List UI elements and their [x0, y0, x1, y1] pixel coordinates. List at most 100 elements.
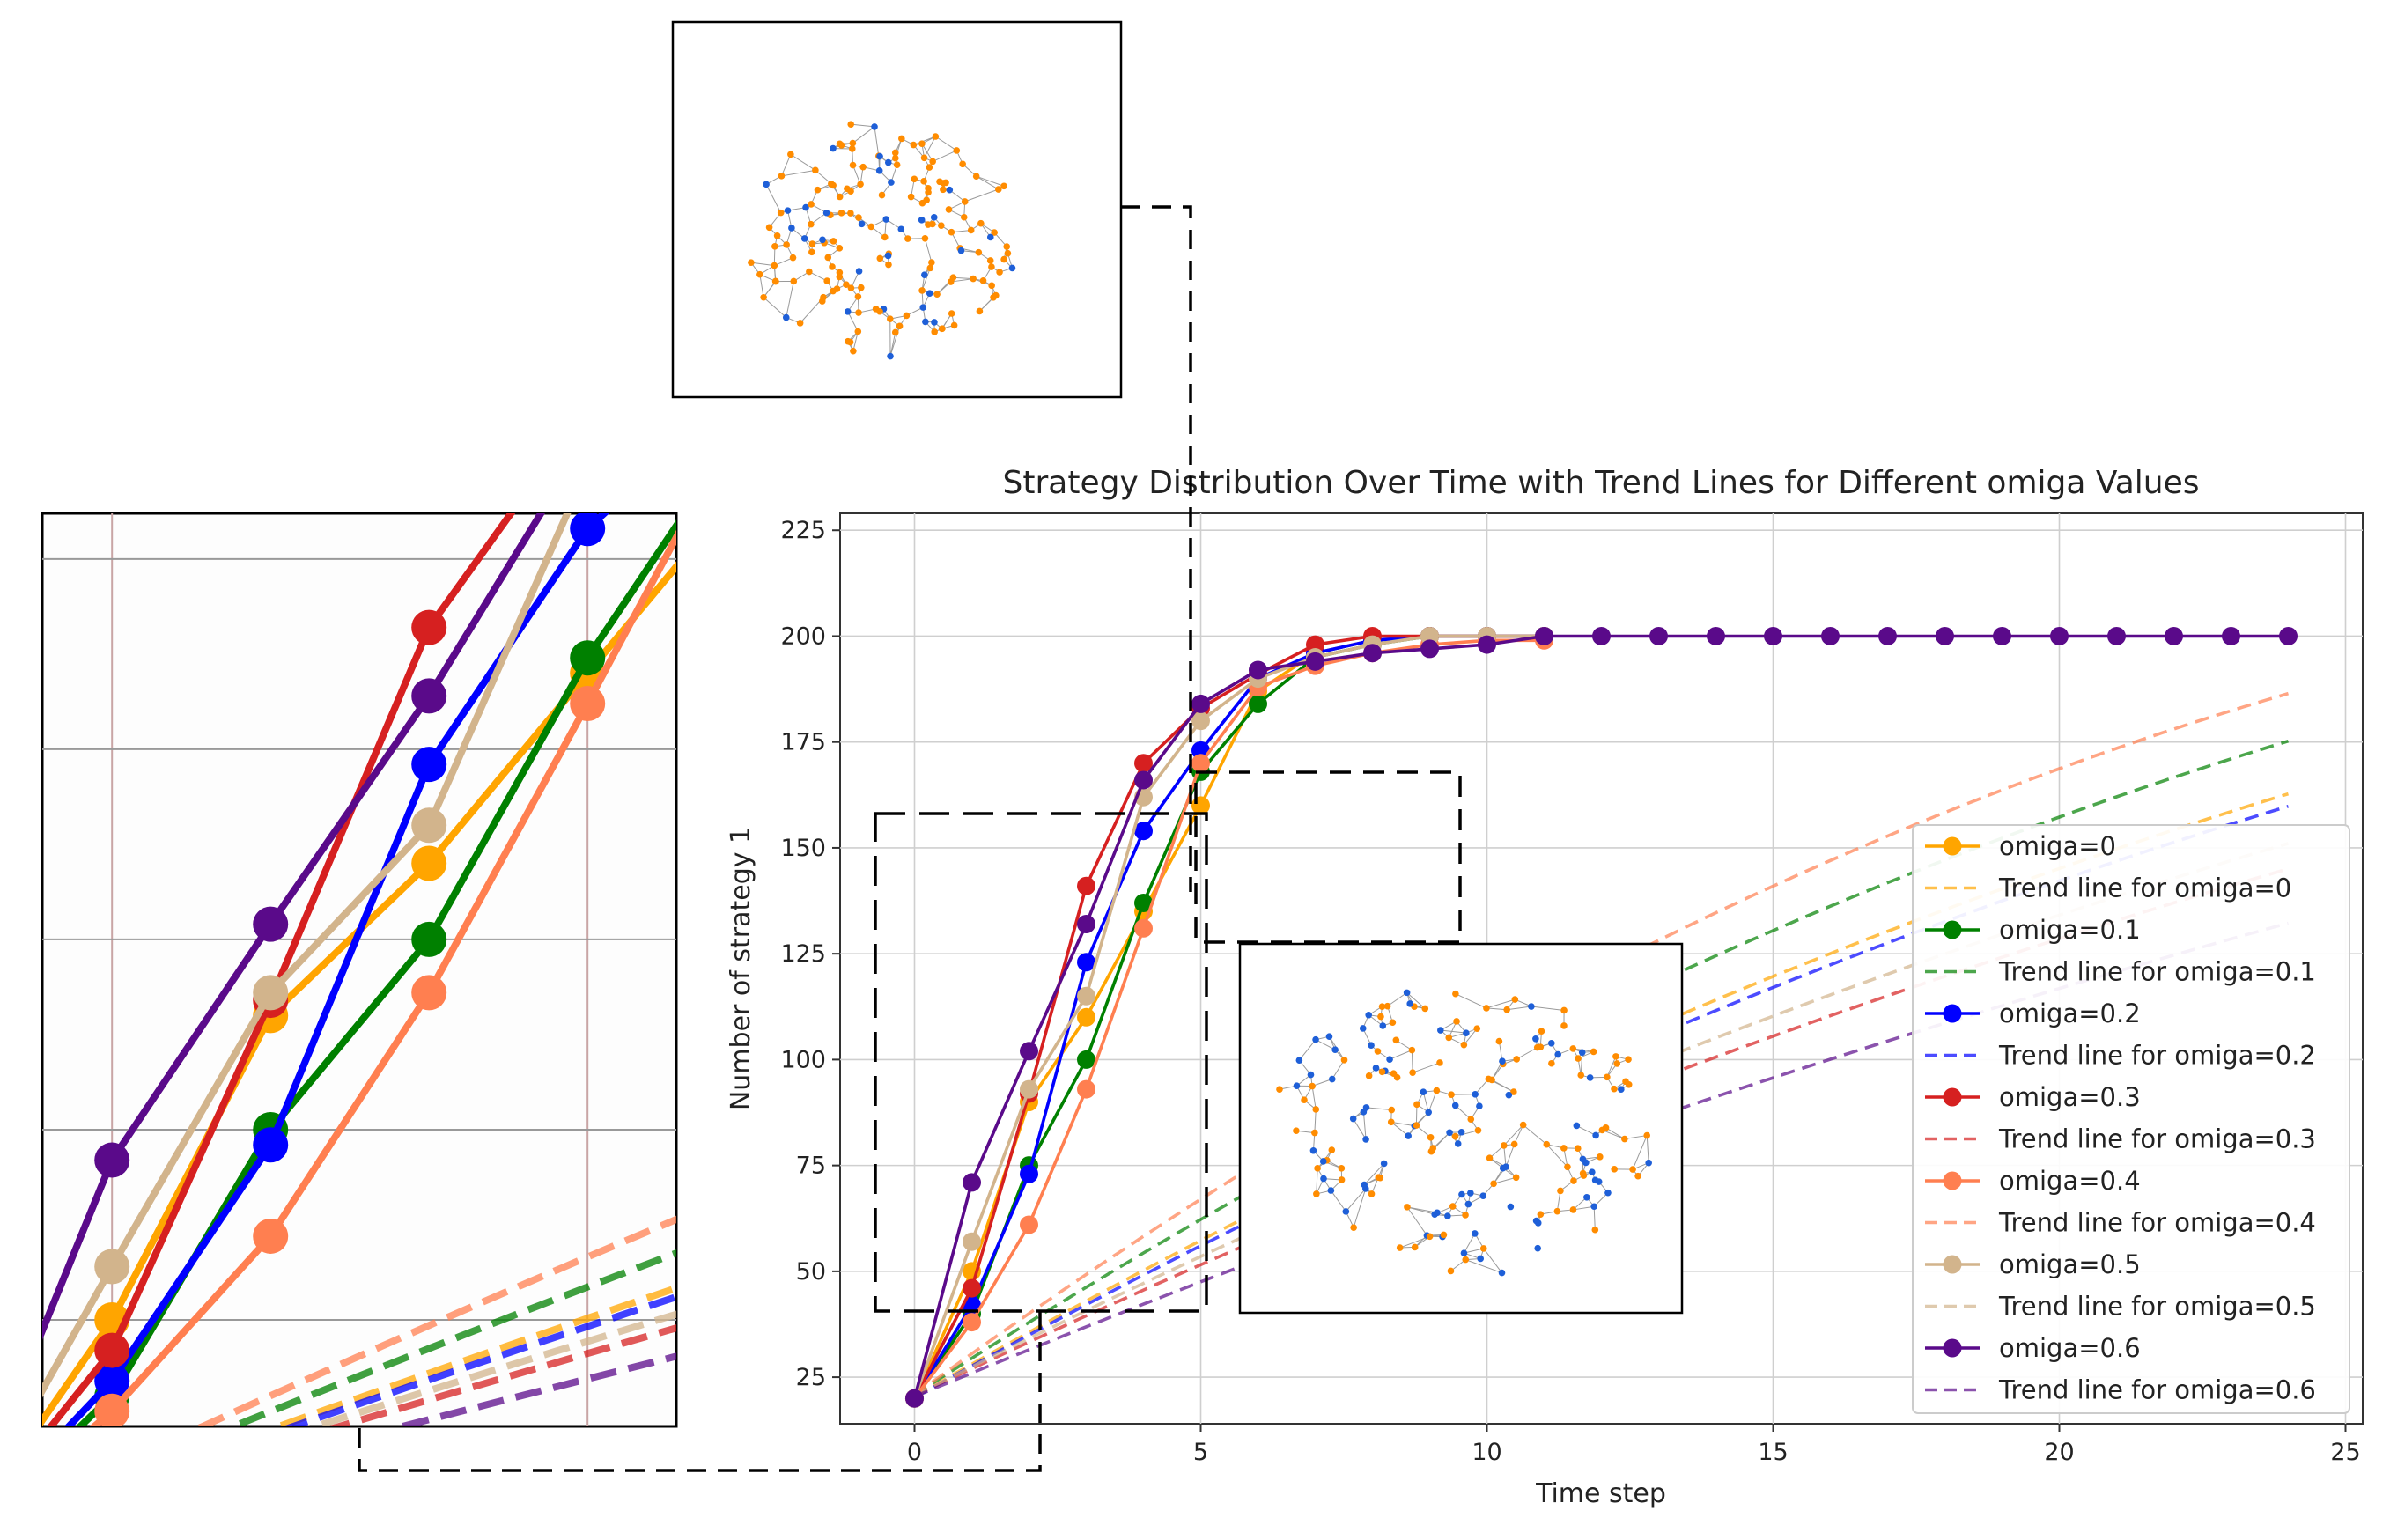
- network-node: [1474, 1126, 1482, 1134]
- network-node: [1554, 1050, 1561, 1058]
- zoom-data-point: [728, 465, 763, 500]
- zoom-data-point: [94, 1249, 130, 1285]
- zoom-data-point: [411, 747, 447, 783]
- network-node: [1560, 1145, 1568, 1152]
- y-tick-label: 150: [780, 835, 826, 862]
- network-node: [836, 245, 844, 252]
- network-node: [1472, 1090, 1479, 1098]
- network-node: [1342, 1208, 1350, 1215]
- network-node: [1406, 1000, 1413, 1007]
- network-edge: [1605, 1127, 1626, 1139]
- network-node: [922, 318, 929, 326]
- data-point: [1134, 822, 1153, 841]
- network-node: [844, 185, 851, 193]
- zoom-data-point: [94, 1363, 130, 1399]
- y-tick-label: 175: [780, 729, 826, 756]
- zoom-series-line: [42, 513, 572, 1398]
- zoom-data-point: [570, 640, 606, 676]
- data-point: [1592, 626, 1611, 645]
- network-edge: [1632, 1135, 1648, 1170]
- network-edge: [1387, 991, 1407, 1007]
- network-node: [1590, 1048, 1597, 1056]
- network-edge: [1507, 1006, 1531, 1011]
- network-node: [891, 149, 899, 157]
- legend-marker: [1943, 1171, 1962, 1190]
- network-node: [1498, 1269, 1506, 1277]
- network-node: [1513, 1056, 1521, 1063]
- network-node: [1537, 1043, 1545, 1050]
- network-edge: [1331, 1059, 1345, 1079]
- network-node: [988, 282, 995, 290]
- network-node: [847, 210, 854, 217]
- data-point: [1134, 893, 1153, 912]
- network-node: [859, 163, 867, 171]
- network-node: [1368, 1042, 1375, 1049]
- network-node: [926, 264, 934, 272]
- legend-label: omiga=0.5: [1999, 1249, 2141, 1279]
- network-node: [1499, 1057, 1506, 1065]
- legend-marker: [1943, 1087, 1962, 1107]
- network-edge: [1455, 1105, 1472, 1120]
- network-node: [926, 164, 933, 171]
- network-edge: [913, 136, 936, 146]
- network-edge: [774, 257, 793, 267]
- network-node: [847, 284, 855, 291]
- network-graph-bottom: [1276, 989, 1652, 1277]
- network-node: [928, 259, 935, 266]
- data-point: [1191, 796, 1210, 815]
- network-node: [893, 161, 901, 169]
- network-node: [1595, 1178, 1603, 1185]
- network-node: [1390, 1070, 1398, 1077]
- data-point: [1191, 694, 1210, 713]
- network-node: [1301, 1096, 1308, 1104]
- network-node: [850, 347, 857, 355]
- zoom-data-point: [411, 845, 447, 881]
- network-edge: [1531, 1006, 1565, 1011]
- network-node: [789, 254, 797, 262]
- legend-marker: [1943, 920, 1962, 939]
- network-node: [830, 181, 837, 189]
- network-edge: [1362, 1111, 1367, 1139]
- network-node: [1408, 1046, 1416, 1054]
- network-node: [808, 220, 815, 228]
- legend-trend-label: Trend line for omiga=0.3: [1998, 1124, 2316, 1154]
- data-point: [2222, 626, 2240, 645]
- data-point: [1077, 953, 1095, 972]
- network-node: [1374, 1048, 1382, 1055]
- network-node: [1579, 1155, 1587, 1163]
- data-point: [1420, 626, 1439, 645]
- network-edge: [1493, 1176, 1516, 1184]
- network-node: [1596, 1153, 1604, 1161]
- network-node: [1392, 1036, 1400, 1044]
- network-node: [802, 203, 809, 211]
- zoom-data-point: [1521, 161, 1556, 196]
- zoom-data-point: [1679, 161, 1715, 196]
- network-node: [833, 285, 841, 292]
- network-node: [1621, 1135, 1628, 1143]
- network-node: [921, 234, 929, 242]
- network-edge: [1486, 1007, 1508, 1011]
- network-node: [1490, 1180, 1497, 1188]
- network-node: [748, 259, 755, 266]
- zoom-region-box-secondary: [1194, 770, 1462, 944]
- network-node: [1503, 1006, 1510, 1013]
- network-node: [876, 254, 884, 262]
- network-node: [1537, 1211, 1545, 1218]
- network-edge: [1602, 1129, 1626, 1139]
- legend-label: omiga=0.2: [1999, 998, 2141, 1028]
- network-edge: [1576, 1124, 1597, 1136]
- zoom-data-point: [1204, 176, 1239, 211]
- data-point: [905, 1389, 924, 1408]
- network-edge: [964, 188, 999, 203]
- data-point: [1077, 1050, 1095, 1069]
- network-node: [1420, 1088, 1427, 1095]
- network-node: [1604, 1189, 1612, 1197]
- network-node: [1000, 182, 1007, 190]
- network-node: [824, 254, 832, 262]
- legend-label: omiga=0.1: [1999, 915, 2141, 945]
- network-node: [975, 248, 983, 256]
- network-node: [903, 312, 911, 320]
- data-point: [1020, 1215, 1038, 1234]
- network-node: [957, 247, 965, 254]
- network-node: [808, 240, 816, 247]
